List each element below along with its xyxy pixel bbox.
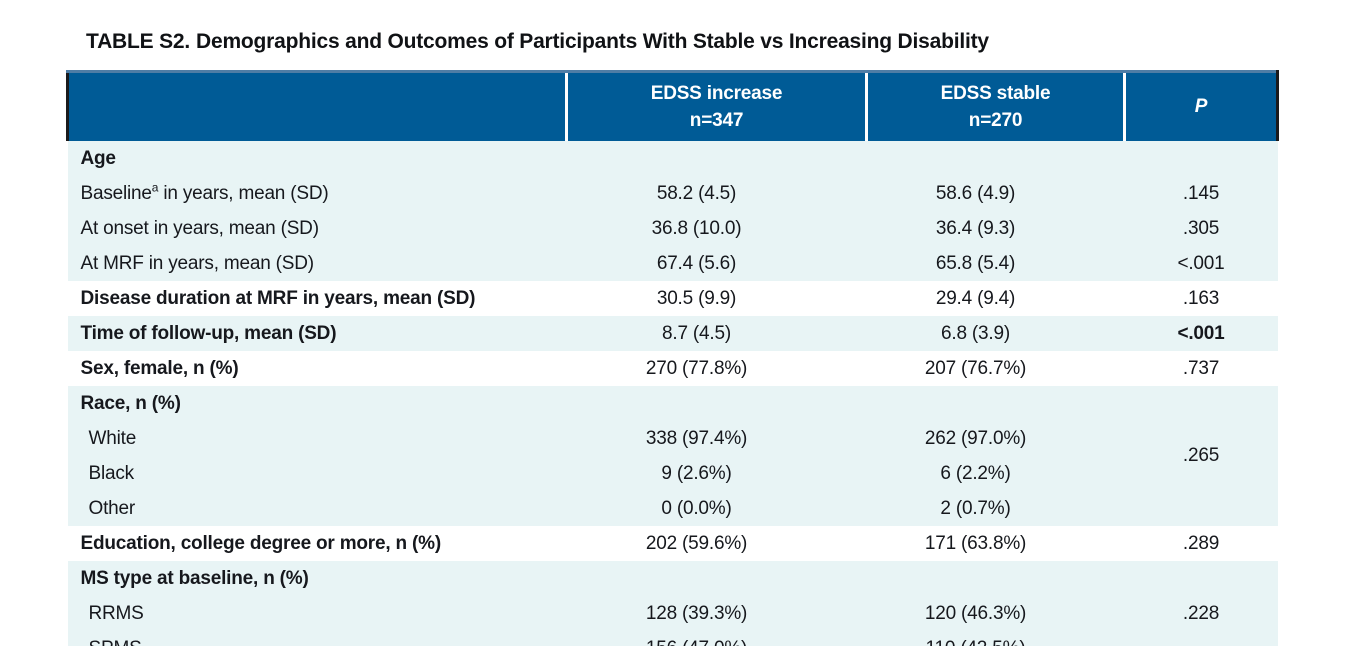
footnote-marker: a bbox=[151, 180, 159, 195]
cell-increase bbox=[566, 386, 867, 421]
row-label: Education, college degree or more, n (%) bbox=[67, 526, 567, 561]
page-title: TABLE S2. Demographics and Outcomes of Pa… bbox=[86, 30, 1348, 54]
cell-stable: 6 (2.2%) bbox=[866, 456, 1125, 491]
header-row: EDSS increase n=347 EDSS stable n=270 P bbox=[66, 70, 1279, 141]
cell-stable: 262 (97.0%) bbox=[866, 421, 1125, 456]
header-empty-cell bbox=[66, 70, 567, 141]
cell-stable bbox=[866, 141, 1125, 176]
cell-stable: 110 (42.5%) bbox=[866, 631, 1125, 646]
table-row-race-black: Black 9 (2.6%) 6 (2.2%) bbox=[67, 456, 1278, 491]
cell-p: .737 bbox=[1124, 351, 1278, 386]
cell-increase: 338 (97.4%) bbox=[566, 421, 867, 456]
table-row-education: Education, college degree or more, n (%)… bbox=[67, 526, 1278, 561]
cell-stable: 2 (0.7%) bbox=[866, 491, 1125, 526]
row-label: Time of follow-up, mean (SD) bbox=[67, 316, 567, 351]
row-label: Other bbox=[67, 491, 567, 526]
header-p-label: P bbox=[1194, 96, 1208, 117]
row-label: SPMS bbox=[67, 631, 567, 646]
table-row-race-other: Other 0 (0.0%) 2 (0.7%) bbox=[67, 491, 1278, 526]
table-row-age-mrf: At MRF in years, mean (SD) 67.4 (5.6) 65… bbox=[67, 246, 1278, 281]
cell-stable: 207 (76.7%) bbox=[866, 351, 1125, 386]
header-edss-stable-title: EDSS stable bbox=[940, 83, 1051, 104]
header-p: P bbox=[1123, 70, 1279, 141]
cell-stable: 6.8 (3.9) bbox=[866, 316, 1125, 351]
cell-increase: 0 (0.0%) bbox=[566, 491, 867, 526]
cell-p: .289 bbox=[1124, 526, 1278, 561]
cell-stable bbox=[866, 386, 1125, 421]
cell-stable: 36.4 (9.3) bbox=[866, 211, 1125, 246]
cell-p: .305 bbox=[1124, 211, 1278, 246]
table-row-race-white: White 338 (97.4%) 262 (97.0%) bbox=[67, 421, 1278, 456]
table-row-sex: Sex, female, n (%) 270 (77.8%) 207 (76.7… bbox=[67, 351, 1278, 386]
table-row-race-section: Race, n (%) .265 bbox=[67, 386, 1278, 526]
cell-increase: 36.8 (10.0) bbox=[566, 211, 867, 246]
cell-stable: 65.8 (5.4) bbox=[866, 246, 1125, 281]
table-number-label: TABLE S2. bbox=[86, 30, 190, 53]
header-edss-increase-title: EDSS increase bbox=[650, 83, 783, 104]
cell-increase: 270 (77.8%) bbox=[566, 351, 867, 386]
table-row-follow-up: Time of follow-up, mean (SD) 8.7 (4.5) 6… bbox=[67, 316, 1278, 351]
cell-increase: 202 (59.6%) bbox=[566, 526, 867, 561]
table-row-age-onset: At onset in years, mean (SD) 36.8 (10.0)… bbox=[67, 211, 1278, 246]
row-label: White bbox=[67, 421, 567, 456]
table-row-rrms: RRMS 128 (39.3%) 120 (46.3%) bbox=[67, 596, 1278, 631]
table-row-spms: SPMS 156 (47.0%) 110 (42.5%) bbox=[67, 631, 1278, 646]
cell-p: .163 bbox=[1124, 281, 1278, 316]
cell-increase: 30.5 (9.9) bbox=[566, 281, 867, 316]
cell-increase: 58.2 (4.5) bbox=[566, 176, 867, 211]
row-label: Black bbox=[67, 456, 567, 491]
row-label: Age bbox=[67, 141, 567, 176]
cell-increase: 156 (47.0%) bbox=[566, 631, 867, 646]
table-row-ms-type-section: MS type at baseline, n (%) .228 bbox=[67, 561, 1278, 646]
cell-stable: 171 (63.8%) bbox=[866, 526, 1125, 561]
cell-increase: 8.7 (4.5) bbox=[566, 316, 867, 351]
row-label: At onset in years, mean (SD) bbox=[67, 211, 567, 246]
row-label: At MRF in years, mean (SD) bbox=[67, 246, 567, 281]
cell-increase: 67.4 (5.6) bbox=[566, 246, 867, 281]
header-edss-stable-n: n=270 bbox=[968, 110, 1023, 131]
header-edss-increase: EDSS increase n=347 bbox=[565, 70, 867, 141]
cell-p bbox=[1124, 141, 1278, 176]
row-label: MS type at baseline, n (%) bbox=[67, 561, 567, 596]
cell-stable: 29.4 (9.4) bbox=[866, 281, 1125, 316]
cell-p: <.001 bbox=[1124, 316, 1278, 351]
row-label: Sex, female, n (%) bbox=[67, 351, 567, 386]
row-label: RRMS bbox=[67, 596, 567, 631]
header-edss-increase-n: n=347 bbox=[689, 110, 744, 131]
row-label: Race, n (%) bbox=[67, 386, 567, 421]
row-label-text: Baseline bbox=[80, 182, 152, 204]
row-label: Baselinea in years, mean (SD) bbox=[67, 176, 567, 211]
cell-stable: 120 (46.3%) bbox=[866, 596, 1125, 631]
table-row-age-section: Age bbox=[67, 141, 1278, 176]
header-edss-stable: EDSS stable n=270 bbox=[865, 70, 1125, 141]
cell-p: .145 bbox=[1124, 176, 1278, 211]
row-label-text: in years, mean (SD) bbox=[158, 182, 329, 204]
row-label: Disease duration at MRF in years, mean (… bbox=[67, 281, 567, 316]
demographics-table: EDSS increase n=347 EDSS stable n=270 P … bbox=[66, 70, 1279, 646]
cell-p: <.001 bbox=[1124, 246, 1278, 281]
table-row-baseline-age: Baselinea in years, mean (SD) 58.2 (4.5)… bbox=[67, 176, 1278, 211]
cell-increase bbox=[566, 141, 867, 176]
cell-increase: 128 (39.3%) bbox=[566, 596, 867, 631]
table-title-text: Demographics and Outcomes of Participant… bbox=[196, 30, 989, 53]
cell-stable: 58.6 (4.9) bbox=[866, 176, 1125, 211]
cell-increase: 9 (2.6%) bbox=[566, 456, 867, 491]
cell-p-race-group: .265 bbox=[1124, 386, 1278, 526]
table-row-disease-duration: Disease duration at MRF in years, mean (… bbox=[67, 281, 1278, 316]
cell-stable bbox=[866, 561, 1125, 596]
cell-increase bbox=[566, 561, 867, 596]
cell-p-mstype-group: .228 bbox=[1124, 561, 1278, 646]
